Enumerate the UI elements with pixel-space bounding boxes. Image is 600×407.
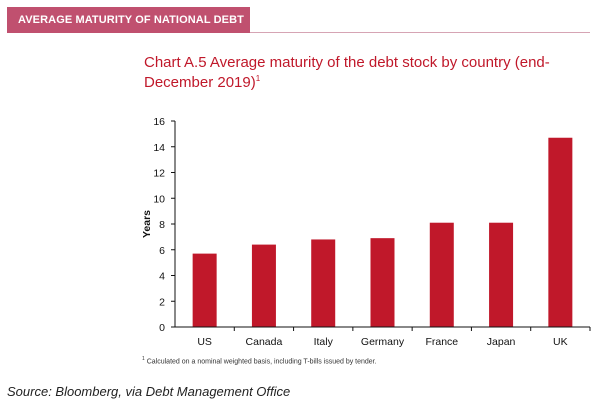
x-tick-label: UK bbox=[553, 336, 568, 348]
chart-title-footnote-marker: 1 bbox=[255, 74, 261, 83]
footnote-text: Calculated on a nominal weighted basis, … bbox=[146, 358, 377, 366]
section-banner-title: AVERAGE MATURITY OF NATIONAL DEBT bbox=[18, 14, 244, 26]
bar-france bbox=[429, 222, 454, 327]
y-tick-label: 16 bbox=[153, 116, 165, 128]
bar-us bbox=[192, 253, 217, 327]
banner-divider bbox=[250, 32, 590, 33]
y-tick-label: 8 bbox=[159, 219, 165, 231]
bar-germany bbox=[370, 238, 395, 327]
y-tick-label: 6 bbox=[159, 245, 165, 257]
bars bbox=[192, 137, 573, 327]
chart-footnote: 1 Calculated on a nominal weighted basis… bbox=[142, 356, 377, 365]
bar-italy bbox=[311, 239, 336, 327]
chart-title: Chart A.5 Average maturity of the debt s… bbox=[144, 53, 584, 93]
x-tick-label: Japan bbox=[487, 336, 516, 348]
y-tick-label: 4 bbox=[159, 271, 165, 283]
y-tick-label: 12 bbox=[153, 168, 165, 180]
footnote-marker: 1 bbox=[142, 356, 145, 362]
source-line: Source: Bloomberg, via Debt Management O… bbox=[7, 384, 291, 399]
bar-canada bbox=[251, 244, 276, 327]
y-axis-label: Years bbox=[141, 210, 153, 238]
y-tick-label: 2 bbox=[159, 296, 165, 308]
x-tick-label: Germany bbox=[361, 336, 405, 348]
y-axis-ticks: 0 2 4 6 8 10 12 14 16 bbox=[153, 116, 175, 334]
section-banner: AVERAGE MATURITY OF NATIONAL DEBT bbox=[7, 7, 250, 33]
y-tick-label: 14 bbox=[153, 142, 165, 154]
x-tick-label: France bbox=[425, 336, 458, 348]
x-axis-ticks: US Canada Italy Germany France Japan UK bbox=[197, 327, 591, 348]
x-tick-label: US bbox=[197, 336, 212, 348]
bar-uk bbox=[548, 137, 573, 327]
x-tick-label: Italy bbox=[314, 336, 334, 348]
x-tick-label: Canada bbox=[246, 336, 283, 348]
y-tick-label: 10 bbox=[153, 193, 165, 205]
y-tick-label: 0 bbox=[159, 322, 165, 334]
chart-title-text: Chart A.5 Average maturity of the debt s… bbox=[144, 54, 550, 91]
bar-japan bbox=[489, 222, 514, 327]
axes bbox=[174, 121, 590, 328]
